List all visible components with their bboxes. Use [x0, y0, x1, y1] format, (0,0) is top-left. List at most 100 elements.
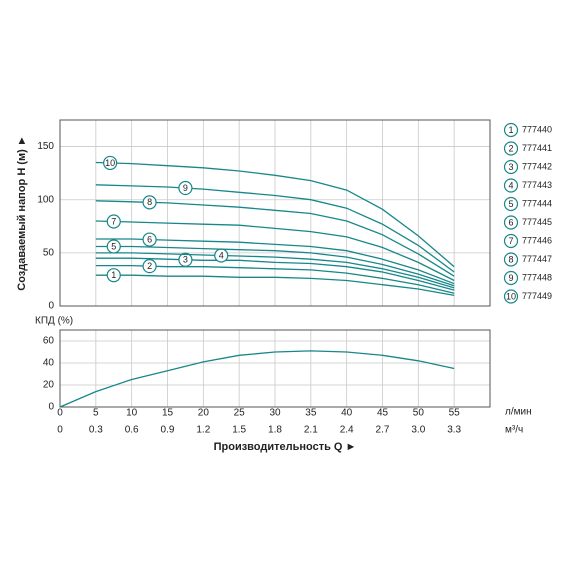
x-tick-label: 50 — [413, 408, 425, 419]
x-tick-label: 30 — [269, 408, 281, 419]
legend-label: 777444 — [522, 198, 552, 208]
x-tick-label: 35 — [305, 408, 317, 419]
marker-label: 7 — [111, 216, 116, 226]
legend-label: 777447 — [522, 254, 552, 264]
legend-label: 777445 — [522, 217, 552, 227]
legend-circle — [503, 270, 519, 286]
legend-number: 1 — [508, 125, 513, 135]
y-tick-label: 0 — [48, 301, 54, 312]
legend-number: 5 — [508, 199, 513, 209]
marker-label: 8 — [147, 197, 152, 207]
x2-tick-label: 0.3 — [89, 425, 103, 436]
curve — [95, 184, 455, 273]
legend-number: 6 — [508, 217, 513, 227]
x-tick-label: 20 — [198, 408, 210, 419]
x2-tick-label: 2.1 — [304, 425, 318, 436]
curve — [95, 252, 455, 289]
x-tick-label: 45 — [377, 408, 389, 419]
curve-marker: 2 — [142, 259, 157, 274]
x2-tick-label: 1.8 — [268, 425, 282, 436]
curve — [95, 161, 455, 268]
marker-label: 5 — [111, 241, 116, 251]
curve-marker: 10 — [103, 155, 118, 171]
curve — [95, 220, 455, 282]
marker-circle — [178, 180, 193, 196]
y-tick-label: 60 — [43, 336, 55, 347]
x-unit: л/мин — [505, 407, 532, 418]
legend-label: 777446 — [522, 235, 552, 245]
curve-marker: 3 — [178, 252, 193, 267]
legend-number: 2 — [508, 143, 513, 153]
x2-tick-label: 0.9 — [161, 425, 175, 436]
y-tick-label: 20 — [43, 380, 55, 391]
legend-circle — [503, 233, 519, 249]
legend-circle — [503, 289, 519, 304]
x2-tick-label: 1.2 — [196, 425, 210, 436]
y-tick-label: 0 — [48, 402, 54, 413]
marker-label: 2 — [147, 261, 152, 271]
x2-tick-label: 3.0 — [411, 425, 425, 436]
curve-marker: 5 — [106, 239, 121, 254]
x-tick-label: 10 — [126, 408, 138, 419]
x-tick-label: 25 — [234, 408, 246, 419]
y-axis-title: Создаваемый напор Н (м) ► — [16, 135, 28, 290]
marker-circle — [142, 259, 157, 274]
y-axis-title: КПД (%) — [35, 316, 73, 327]
legend-label: 777441 — [522, 143, 552, 153]
curve — [59, 350, 455, 408]
y-tick-label: 100 — [37, 194, 54, 205]
y-tick-label: 40 — [43, 358, 55, 369]
x-axis-title: Производительность Q ► — [214, 441, 357, 453]
x2-tick-label: 2.7 — [376, 425, 390, 436]
legend-circle — [503, 215, 519, 230]
curve — [95, 245, 455, 287]
legend-number: 7 — [508, 236, 513, 246]
curve-marker: 8 — [142, 195, 157, 210]
marker-circle — [106, 268, 121, 283]
y-tick-label: 50 — [43, 247, 55, 258]
x2-tick-label: 2.4 — [340, 425, 354, 436]
legend-number: 10 — [506, 291, 516, 301]
x-tick-label: 15 — [162, 408, 174, 419]
marker-circle — [106, 239, 121, 254]
marker-label: 3 — [183, 255, 188, 265]
marker-circle — [178, 252, 193, 267]
plot-frame — [59, 329, 491, 408]
x-tick-label: 55 — [449, 408, 461, 419]
legend-number: 4 — [508, 180, 513, 190]
x2-unit: м³/ч — [505, 425, 523, 436]
x2-tick-label: 3.3 — [447, 425, 461, 436]
x-tick-label: 40 — [341, 408, 353, 419]
curve-marker: 4 — [214, 248, 229, 263]
x-tick-label: 0 — [57, 408, 63, 419]
legend-label: 777443 — [522, 180, 552, 190]
curve-marker: 7 — [106, 214, 121, 229]
curve — [95, 257, 455, 291]
legend-circle — [503, 159, 519, 175]
marker-label: 6 — [147, 234, 152, 244]
curve-marker: 9 — [178, 180, 193, 196]
legend-circle — [503, 122, 519, 138]
legend-number: 9 — [508, 273, 513, 283]
legend-label: 777442 — [522, 161, 552, 171]
legend-number: 8 — [508, 254, 513, 264]
x2-tick-label: 1.5 — [232, 425, 246, 436]
legend-label: 777448 — [522, 272, 552, 282]
marker-circle — [142, 195, 157, 210]
marker-label: 10 — [105, 158, 115, 168]
legend-label: 777440 — [522, 124, 552, 134]
legend-label: 777449 — [522, 291, 552, 301]
x-tick-label: 5 — [93, 408, 99, 419]
x2-tick-label: 0 — [57, 425, 63, 436]
curve-marker: 6 — [142, 232, 157, 247]
legend-circle — [503, 196, 519, 212]
curve — [95, 274, 455, 297]
legend-circle — [503, 141, 519, 156]
marker-label: 1 — [111, 270, 116, 280]
legend-number: 3 — [508, 162, 513, 172]
x2-tick-label: 0.6 — [125, 425, 139, 436]
marker-circle — [106, 214, 121, 229]
legend-circle — [503, 252, 519, 267]
marker-label: 4 — [219, 250, 224, 260]
